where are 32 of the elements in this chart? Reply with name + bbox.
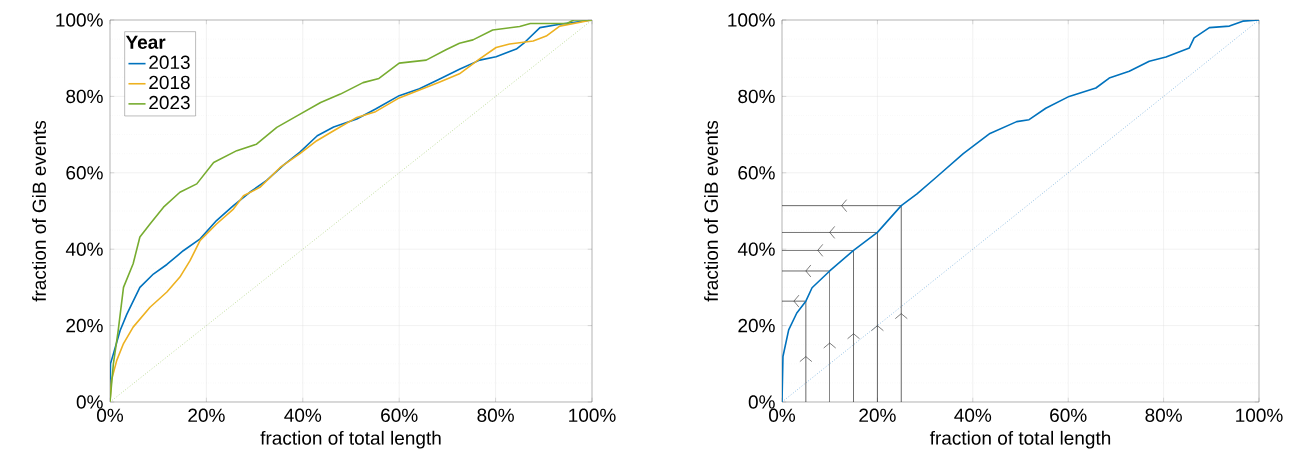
- x-tick-label: 100%: [569, 408, 616, 422]
- y-tick-label: 20%: [66, 318, 103, 333]
- x-tick-label: 60%: [381, 408, 418, 422]
- x-tick-label: 0%: [97, 408, 124, 422]
- y-tick-label: 60%: [738, 166, 775, 180]
- y-tick-label: 0%: [748, 395, 775, 409]
- y-tick-label: 40%: [65, 242, 103, 256]
- y-tick-label: 40%: [737, 242, 775, 256]
- legend-title: Year: [125, 35, 166, 49]
- y-tick-label: 60%: [66, 166, 103, 180]
- x-tick-label: 80%: [1145, 408, 1182, 422]
- x-tick-label: 40%: [284, 408, 322, 422]
- x-tick-label: 0%: [769, 408, 796, 422]
- y-axis-title: fraction of GiB events: [32, 120, 47, 302]
- x-tick-label: 20%: [859, 408, 896, 422]
- y-tick-label: 20%: [738, 318, 775, 333]
- x-tick-label: 40%: [954, 408, 992, 422]
- x-tick-label: 60%: [1050, 408, 1087, 422]
- legend-label: 2023: [149, 95, 190, 110]
- x-axis-title: fraction of total length: [260, 430, 441, 449]
- y-tick-label: 100%: [728, 13, 775, 27]
- x-tick-label: 100%: [1236, 408, 1283, 422]
- legend-label: 2018: [149, 75, 190, 90]
- y-tick-label: 80%: [738, 89, 775, 104]
- x-axis-title: fraction of total length: [929, 430, 1111, 449]
- y-tick-label: 80%: [66, 89, 103, 104]
- y-axis-title: fraction of GiB events: [704, 120, 719, 302]
- y-tick-label: 100%: [56, 13, 103, 27]
- y-tick-label: 0%: [76, 395, 103, 409]
- x-tick-label: 80%: [477, 408, 514, 422]
- x-tick-label: 20%: [188, 408, 225, 422]
- legend-label: 2013: [149, 55, 190, 70]
